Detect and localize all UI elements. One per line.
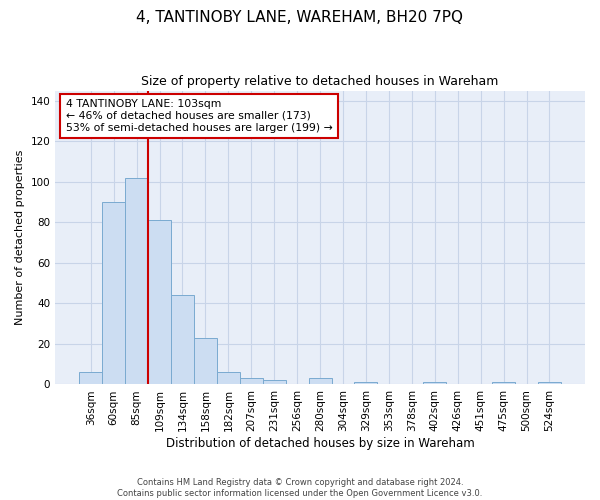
Bar — [355, 382, 377, 384]
Bar — [538, 382, 561, 384]
Bar — [423, 382, 446, 384]
Text: 4, TANTINOBY LANE, WAREHAM, BH20 7PQ: 4, TANTINOBY LANE, WAREHAM, BH20 7PQ — [137, 10, 464, 25]
Text: 4 TANTINOBY LANE: 103sqm
← 46% of detached houses are smaller (173)
53% of semi-: 4 TANTINOBY LANE: 103sqm ← 46% of detach… — [66, 100, 332, 132]
Bar — [102, 202, 125, 384]
Bar — [263, 380, 286, 384]
X-axis label: Distribution of detached houses by size in Wareham: Distribution of detached houses by size … — [166, 437, 475, 450]
Bar — [308, 378, 332, 384]
Bar — [125, 178, 148, 384]
Bar — [148, 220, 171, 384]
Bar — [171, 296, 194, 384]
Bar — [240, 378, 263, 384]
Bar — [194, 338, 217, 384]
Bar — [492, 382, 515, 384]
Text: Contains HM Land Registry data © Crown copyright and database right 2024.
Contai: Contains HM Land Registry data © Crown c… — [118, 478, 482, 498]
Y-axis label: Number of detached properties: Number of detached properties — [15, 150, 25, 325]
Bar — [217, 372, 240, 384]
Bar — [79, 372, 102, 384]
Title: Size of property relative to detached houses in Wareham: Size of property relative to detached ho… — [142, 75, 499, 88]
